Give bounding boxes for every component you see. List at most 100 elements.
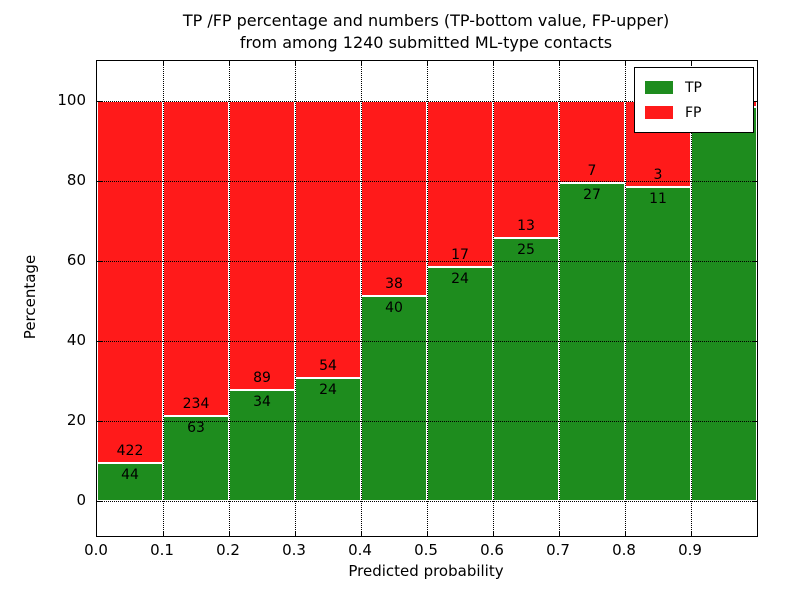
y-tick-mark xyxy=(752,261,757,262)
x-tick-label: 0.6 xyxy=(480,541,504,559)
y-tick-label: 60 xyxy=(66,251,86,269)
grid-line-vertical xyxy=(427,61,428,536)
plot-area: TP FP 422 44 234 63 89 34 54 24 38 40 17 24 13 25 7 27 3… xyxy=(96,60,758,537)
legend: TP FP xyxy=(634,67,754,133)
grid-line-vertical xyxy=(559,61,560,536)
x-axis-label: Predicted probability xyxy=(348,562,504,580)
grid-line-horizontal xyxy=(97,421,757,422)
x-tick-mark xyxy=(361,61,362,66)
fp-bar-segment xyxy=(361,101,427,296)
y-tick-mark xyxy=(97,341,102,342)
x-tick-mark xyxy=(625,531,626,536)
chart-title: TP /FP percentage and numbers (TP-bottom… xyxy=(96,10,756,54)
fp-count-label: 38 xyxy=(385,275,403,292)
fp-legend-label: FP xyxy=(685,104,702,121)
y-tick-mark xyxy=(752,421,757,422)
x-tick-mark xyxy=(295,531,296,536)
x-tick-mark xyxy=(559,61,560,66)
legend-entry-fp: FP xyxy=(645,100,745,125)
tp-bar-segment xyxy=(493,237,559,501)
tp-bar-segment xyxy=(361,295,427,501)
chart-title-line1: TP /FP percentage and numbers (TP-bottom… xyxy=(182,11,670,30)
tp-bar-segment xyxy=(295,377,361,501)
y-tick-mark xyxy=(752,101,757,102)
x-tick-label: 0.0 xyxy=(84,541,108,559)
x-tick-mark xyxy=(427,61,428,66)
x-tick-mark xyxy=(229,531,230,536)
x-tick-mark xyxy=(493,61,494,66)
grid-line-horizontal xyxy=(97,101,757,102)
tp-count-label: 63 xyxy=(187,420,205,437)
fp-count-label: 54 xyxy=(319,357,337,374)
x-tick-label: 0.1 xyxy=(150,541,174,559)
fp-bar-segment xyxy=(427,101,493,267)
fp-count-label: 7 xyxy=(587,163,597,180)
y-tick-mark xyxy=(752,341,757,342)
x-tick-mark xyxy=(625,61,626,66)
legend-entry-tp: TP xyxy=(645,75,745,100)
y-tick-mark xyxy=(97,261,102,262)
fp-count-label: 13 xyxy=(517,217,535,234)
tp-bar-segment xyxy=(163,416,229,501)
tp-legend-label: TP xyxy=(685,79,702,96)
x-tick-label: 0.9 xyxy=(678,541,702,559)
y-tick-mark xyxy=(97,101,102,102)
y-tick-mark xyxy=(97,421,102,422)
tp-bar-segment xyxy=(559,183,625,501)
grid-line-vertical xyxy=(493,61,494,536)
x-tick-mark xyxy=(493,531,494,536)
tp-bar-segment xyxy=(97,463,163,501)
grid-line-vertical xyxy=(361,61,362,536)
y-tick-mark xyxy=(752,181,757,182)
fp-count-label: 3 xyxy=(653,166,663,183)
x-tick-label: 0.7 xyxy=(546,541,570,559)
fp-count-label: 422 xyxy=(116,443,144,460)
y-tick-mark xyxy=(97,501,102,502)
tp-bar-segment xyxy=(427,266,493,501)
fp-legend-swatch-icon xyxy=(645,106,673,119)
tp-count-label: 34 xyxy=(253,394,271,411)
x-tick-label: 0.8 xyxy=(612,541,636,559)
grid-line-horizontal xyxy=(97,261,757,262)
x-tick-mark xyxy=(295,61,296,66)
tp-count-label: 27 xyxy=(583,187,601,204)
tp-count-label: 24 xyxy=(319,381,337,398)
x-tick-label: 0.5 xyxy=(414,541,438,559)
x-tick-mark xyxy=(427,531,428,536)
grid-line-vertical xyxy=(163,61,164,536)
tp-count-label: 24 xyxy=(451,270,469,287)
x-tick-mark xyxy=(361,531,362,536)
fp-bar-segment xyxy=(295,101,361,378)
grid-line-horizontal xyxy=(97,341,757,342)
x-tick-mark xyxy=(559,531,560,536)
grid-line-vertical xyxy=(295,61,296,536)
y-tick-label: 0 xyxy=(76,491,86,509)
y-tick-mark xyxy=(752,501,757,502)
fp-count-label: 234 xyxy=(182,396,210,413)
fp-count-label: 89 xyxy=(253,370,271,387)
tp-legend-swatch-icon xyxy=(645,81,673,94)
chart-title-line2: from among 1240 submitted ML-type contac… xyxy=(239,33,613,52)
tp-bar-segment xyxy=(625,186,691,501)
tp-bar-segment xyxy=(691,106,757,501)
x-tick-mark xyxy=(691,531,692,536)
x-tick-mark xyxy=(163,531,164,536)
fp-bar-segment xyxy=(163,101,229,417)
grid-line-vertical xyxy=(625,61,626,536)
x-tick-mark xyxy=(163,61,164,66)
grid-line-horizontal xyxy=(97,501,757,502)
y-tick-label: 100 xyxy=(57,91,86,109)
fp-bar-segment xyxy=(97,101,163,464)
y-tick-label: 40 xyxy=(66,331,86,349)
grid-line-vertical xyxy=(229,61,230,536)
x-tick-mark xyxy=(691,61,692,66)
x-tick-label: 0.2 xyxy=(216,541,240,559)
grid-line-horizontal xyxy=(97,181,757,182)
y-tick-mark xyxy=(97,181,102,182)
fp-count-label: 17 xyxy=(451,246,469,263)
x-tick-mark xyxy=(229,61,230,66)
tp-count-label: 11 xyxy=(649,190,667,207)
tp-count-label: 44 xyxy=(121,467,139,484)
grid-line-vertical xyxy=(691,61,692,536)
